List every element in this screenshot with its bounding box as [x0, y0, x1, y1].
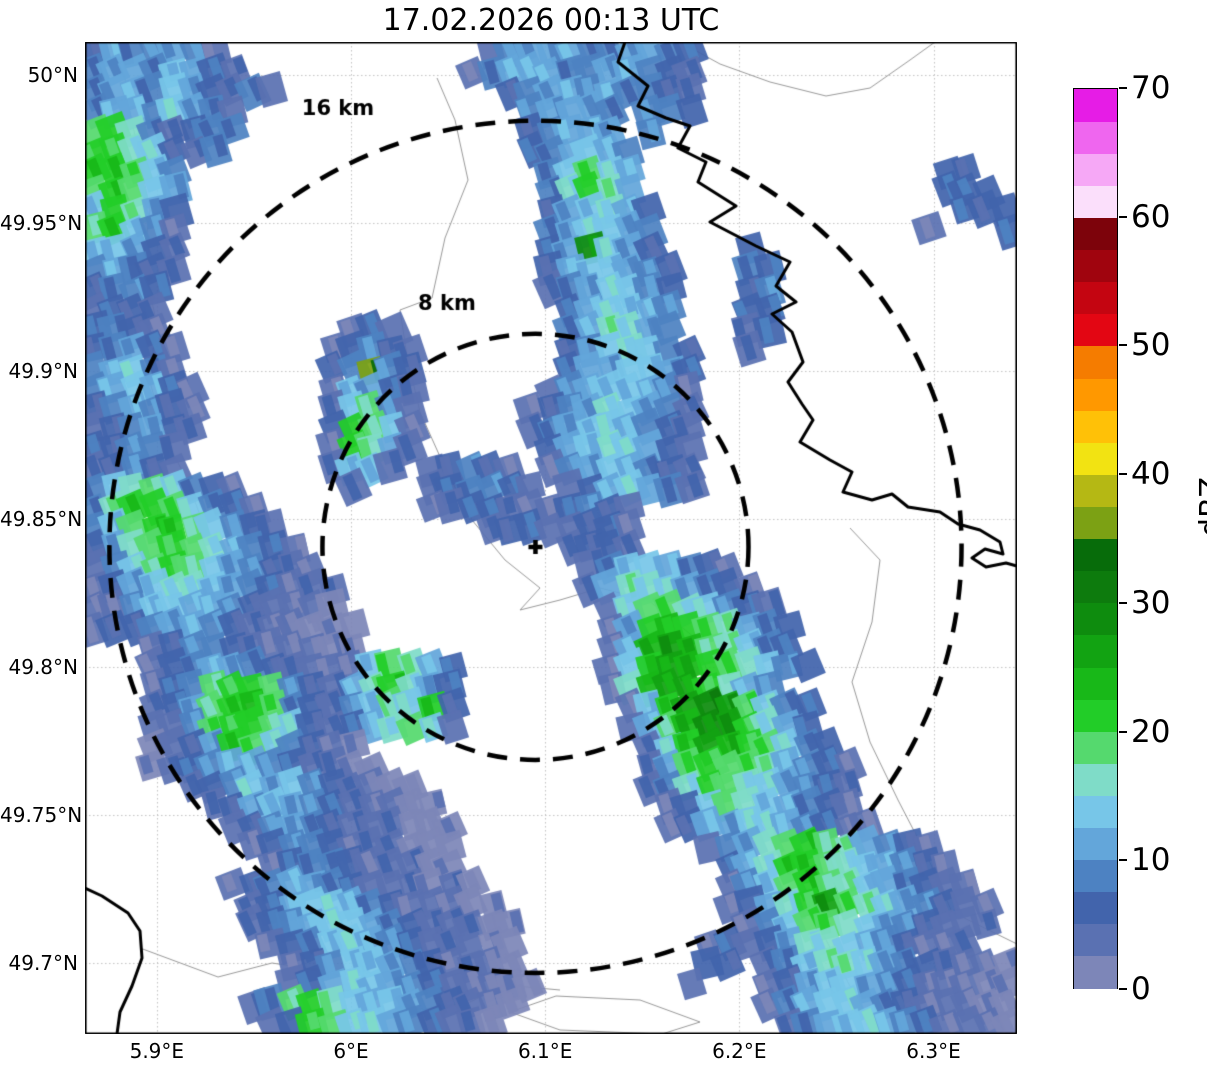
- colorbar-segment: [1074, 89, 1117, 122]
- colorbar-segment: [1074, 666, 1117, 700]
- colorbar-segment: [1074, 763, 1117, 796]
- lat-tick-label: 49.8°N: [8, 654, 79, 679]
- colorbar-tick-label: 50: [1131, 327, 1171, 364]
- colorbar-tick-label: 30: [1131, 584, 1171, 621]
- colorbar-segment: [1074, 602, 1117, 636]
- colorbar-segment: [1074, 345, 1117, 379]
- colorbar-segment: [1074, 731, 1117, 764]
- colorbar-tick-label: 20: [1131, 713, 1171, 750]
- colorbar-segment: [1074, 538, 1117, 572]
- lon-tick-label: 6.2°E: [712, 1039, 767, 1063]
- colorbar-tick-label: 40: [1131, 456, 1171, 493]
- colorbar-axis-label: dBZ: [1194, 476, 1207, 538]
- colorbar-tick-label: 60: [1131, 198, 1171, 235]
- colorbar-segment: [1074, 634, 1117, 668]
- colorbar-segment: [1074, 377, 1117, 411]
- colorbar-segment: [1074, 121, 1117, 154]
- colorbar-segment: [1074, 313, 1117, 347]
- plot-title: 17.02.2026 00:13 UTC: [382, 3, 720, 38]
- colorbar-tick-mark: [1119, 473, 1127, 476]
- lat-tick-label: 49.7°N: [8, 950, 79, 975]
- radar-map-canvas: [85, 42, 1017, 1034]
- colorbar-tick-mark: [1119, 215, 1127, 218]
- lon-tick-label: 6.3°E: [906, 1039, 961, 1063]
- lon-tick-label: 6°E: [333, 1039, 369, 1063]
- lon-tick-label: 6.1°E: [517, 1039, 573, 1063]
- colorbar-segment: [1074, 153, 1117, 186]
- colorbar-segment: [1074, 217, 1117, 251]
- colorbar-segment: [1074, 923, 1117, 957]
- colorbar-tick-mark: [1119, 859, 1127, 862]
- colorbar-tick-mark: [1119, 988, 1127, 990]
- colorbar-tick-mark: [1119, 87, 1127, 89]
- colorbar-segment: [1074, 185, 1117, 219]
- lat-tick-label: 49.75°N: [0, 802, 83, 827]
- colorbar: [1073, 88, 1118, 989]
- lat-tick-label: 50°N: [27, 62, 78, 87]
- colorbar-tick-mark: [1119, 730, 1127, 733]
- colorbar-segment: [1074, 281, 1117, 315]
- colorbar-segment: [1074, 442, 1117, 475]
- colorbar-segment: [1074, 859, 1117, 893]
- colorbar-tick-mark: [1119, 344, 1127, 347]
- colorbar-segment: [1074, 955, 1117, 989]
- lat-tick-label: 49.85°N: [0, 506, 83, 531]
- colorbar-segment: [1074, 249, 1117, 283]
- lat-tick-label: 49.9°N: [8, 358, 79, 383]
- lon-tick-label: 5.9°E: [129, 1039, 185, 1063]
- colorbar-segment: [1074, 699, 1117, 732]
- lat-tick-label: 49.95°N: [0, 210, 83, 235]
- colorbar-segment: [1074, 891, 1117, 925]
- colorbar-tick-mark: [1119, 601, 1127, 604]
- colorbar-segment: [1074, 506, 1117, 540]
- colorbar-segment: [1074, 795, 1117, 829]
- colorbar-tick-label: 70: [1131, 70, 1171, 106]
- colorbar-tick-label: 0: [1131, 971, 1151, 1007]
- colorbar-segment: [1074, 474, 1117, 507]
- colorbar-segment: [1074, 570, 1117, 604]
- colorbar-tick-label: 10: [1131, 842, 1171, 879]
- colorbar-segment: [1074, 410, 1117, 443]
- colorbar-segment: [1074, 827, 1117, 861]
